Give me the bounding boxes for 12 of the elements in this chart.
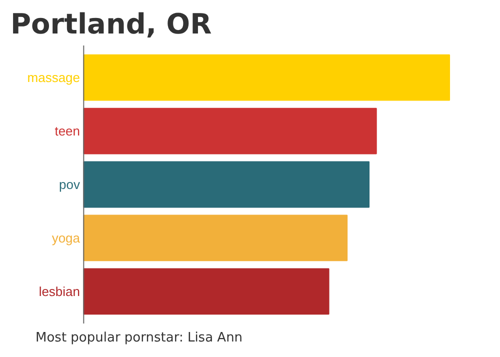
text: Most popular pornstar: Lisa Ann bbox=[36, 330, 243, 346]
y-tick-label: pov bbox=[59, 177, 81, 192]
bar bbox=[83, 161, 370, 208]
y-tick-label: lesbian bbox=[38, 284, 80, 299]
bar bbox=[83, 214, 348, 262]
y-tick-label: yoga bbox=[52, 230, 81, 246]
y-tick-label: teen bbox=[54, 124, 80, 139]
chart-title: Portland, OR bbox=[10, 8, 212, 40]
bar bbox=[83, 268, 330, 315]
bar bbox=[83, 54, 450, 101]
bar bbox=[83, 108, 377, 154]
y-tick-label: massage bbox=[27, 70, 80, 86]
